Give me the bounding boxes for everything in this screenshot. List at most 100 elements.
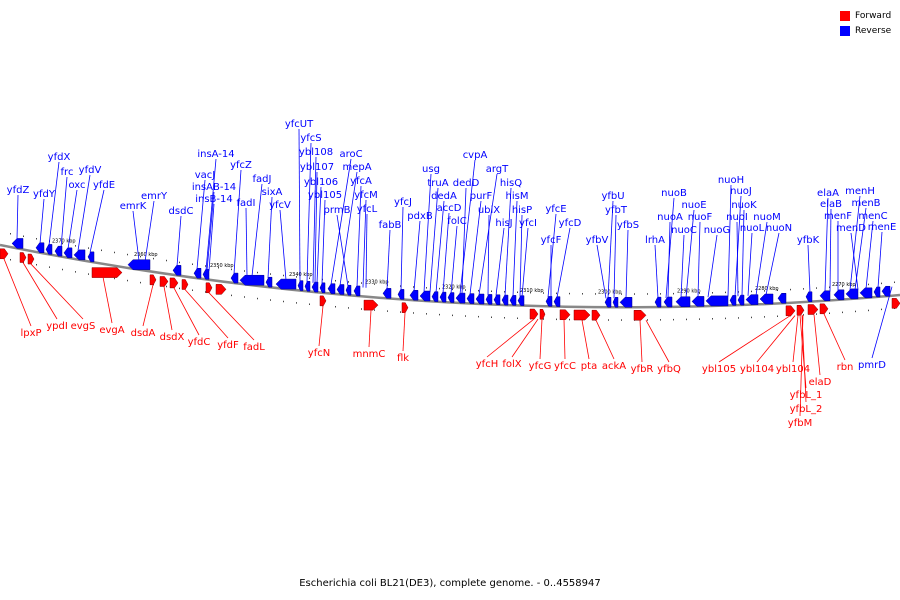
lane-dot — [49, 266, 50, 268]
lane-dot — [725, 291, 726, 294]
lane-dot — [426, 313, 427, 315]
forward-gene-arrow — [401, 302, 409, 313]
reverse-gene-label-leader — [487, 214, 490, 296]
reverse-gene-label: nuoG — [704, 225, 731, 236]
lane-dot — [777, 289, 778, 292]
lane-dot — [283, 274, 284, 277]
forward-gene-label: yfdF — [217, 340, 239, 351]
lane-dot — [231, 268, 232, 271]
lane-dot — [647, 293, 648, 295]
reverse-gene-label: pdxB — [407, 211, 433, 222]
lane-dot — [439, 287, 440, 290]
lane-dot — [283, 300, 284, 303]
reverse-gene-arrow — [612, 297, 619, 308]
lane-dot — [517, 291, 518, 294]
reverse-gene-label: yfcA — [350, 176, 372, 187]
reverse-gene-label: pmrD — [858, 360, 886, 371]
scale-label: 2370 kbp — [52, 238, 76, 244]
forward-gene-label-leader — [3, 258, 32, 327]
reverse-gene-label-leader — [547, 213, 557, 298]
lane-dot — [114, 277, 115, 280]
reverse-gene-arrow — [545, 296, 553, 307]
reverse-gene-label: truA — [427, 178, 448, 189]
forward-gene-label-leader — [799, 315, 804, 417]
reverse-gene-label-leader — [765, 232, 780, 296]
lane-dot — [335, 279, 336, 282]
reverse-gene-label-leader — [365, 213, 368, 288]
forward-gene-arrow — [796, 305, 805, 316]
reverse-gene-label: ybl108 — [299, 147, 333, 158]
reverse-gene-label: yfbV — [586, 235, 609, 246]
reverse-gene-arrow — [447, 292, 455, 303]
reverse-gene-arrow — [619, 297, 633, 308]
reverse-gene-label-leader — [697, 221, 701, 298]
reverse-gene-label: yfcI — [519, 218, 537, 229]
reverse-gene-label-leader — [736, 221, 739, 297]
reverse-gene-label: hisQ — [500, 178, 522, 189]
forward-gene-arrow — [891, 298, 900, 309]
reverse-gene-arrow — [431, 291, 439, 302]
lane-dot — [803, 314, 804, 316]
reverse-gene-arrow — [729, 295, 737, 306]
reverse-gene-arrow — [54, 245, 63, 257]
lane-dot — [868, 283, 869, 286]
forward-gene-arrow — [529, 308, 539, 320]
lane-dot — [335, 305, 336, 308]
forward-gene-label-leader — [563, 319, 566, 360]
lane-dot — [569, 292, 570, 295]
reverse-gene-arrow — [11, 238, 24, 249]
lane-dot — [244, 296, 245, 298]
reverse-gene-label-leader — [208, 203, 215, 271]
reverse-gene-label: ybl107 — [300, 162, 334, 173]
forward-gene-label: dsdX — [160, 332, 185, 343]
reverse-gene-arrow — [759, 293, 774, 305]
reverse-gene-label-leader — [400, 206, 404, 291]
reverse-gene-label-leader — [196, 179, 206, 270]
lane-dot — [127, 279, 128, 282]
lane-dot — [192, 263, 193, 265]
reverse-gene-label-leader — [747, 232, 753, 296]
lane-dot — [543, 318, 544, 320]
reverse-gene-arrow — [663, 296, 673, 308]
reverse-gene-label: yfdY — [33, 189, 56, 200]
scale-label: 2270 kbp — [832, 282, 856, 288]
lane-dot — [452, 288, 453, 291]
reverse-gene-label-leader — [176, 215, 182, 267]
forward-gene-arrow — [205, 282, 213, 294]
lane-dot — [10, 232, 11, 235]
forward-gene-label-leader — [486, 318, 535, 358]
reverse-gene-label-leader — [336, 214, 349, 287]
forward-gene-label: flk — [397, 353, 409, 364]
reverse-gene-label-leader — [132, 210, 140, 261]
forward-gene-label: folX — [502, 359, 521, 370]
reverse-gene-arrow — [409, 290, 419, 301]
forward-gene-label-leader — [142, 284, 154, 327]
reverse-gene-arrow — [439, 291, 447, 303]
forward-gene-label: dsdA — [131, 328, 156, 339]
reverse-gene-arrow — [517, 295, 525, 306]
forward-gene-label-leader — [163, 286, 173, 331]
lane-dot — [426, 287, 427, 289]
reverse-gene-label-leader — [316, 186, 322, 284]
reverse-gene-label-leader — [450, 225, 458, 294]
reverse-gene-label: yfcJ — [394, 197, 412, 208]
reverse-gene-label: insA-14 — [197, 149, 234, 160]
reverse-gene-label: yfcUT — [285, 119, 314, 130]
reverse-gene-label-leader — [665, 197, 675, 299]
scale-label: 2300 kbp — [598, 289, 622, 295]
reverse-gene-label-leader — [245, 207, 248, 276]
reverse-gene-label: prmB — [324, 205, 351, 216]
reverse-gene-arrow — [336, 284, 345, 295]
reverse-gene-label-leader — [469, 200, 482, 295]
lane-dot — [101, 249, 102, 252]
forward-gene-label: yfcN — [308, 348, 330, 359]
reverse-gene-label: menC — [858, 211, 887, 222]
reverse-gene-arrow — [345, 284, 352, 296]
lane-dot — [413, 286, 414, 288]
reverse-gene-arrow — [485, 294, 493, 305]
forward-gene-arrow — [363, 299, 379, 311]
reverse-gene-label-leader — [429, 187, 439, 293]
reverse-gene-label: dedD — [453, 178, 480, 189]
lane-dot — [439, 313, 440, 316]
lane-dot — [712, 318, 713, 320]
